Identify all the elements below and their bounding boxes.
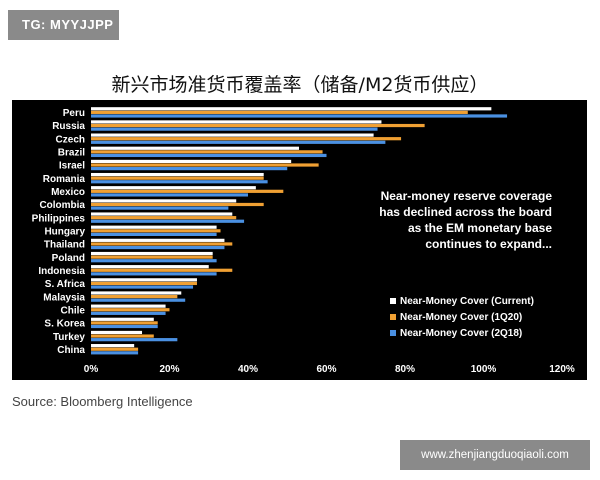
legend-swatch xyxy=(390,298,396,304)
annotation-line: has declined across the board xyxy=(379,205,552,219)
bar-current xyxy=(91,225,217,229)
bar-2q18 xyxy=(91,167,288,171)
bar-1q20 xyxy=(91,294,178,299)
bar-1q20 xyxy=(91,189,284,193)
x-tick-label: 120% xyxy=(549,364,575,375)
bar-2q18 xyxy=(91,219,245,223)
category-label: Mexico xyxy=(51,187,85,198)
bar-current xyxy=(91,291,182,295)
bar-current xyxy=(91,199,237,203)
bar-2q18 xyxy=(91,127,378,131)
bar-2q18 xyxy=(91,324,158,329)
bar-1q20 xyxy=(91,347,139,351)
bar-1q20 xyxy=(91,308,170,312)
x-tick-label: 60% xyxy=(316,364,336,375)
bar-2q18 xyxy=(91,351,139,355)
bar-current xyxy=(91,107,492,111)
category-label: Romania xyxy=(43,174,86,185)
bar-2q18 xyxy=(91,180,268,184)
bar-2q18 xyxy=(91,140,386,144)
bar-2q18 xyxy=(91,272,217,276)
bar-1q20 xyxy=(91,255,213,259)
legend-label: Near-Money Cover (Current) xyxy=(400,296,534,307)
annotation-line: as the EM monetary base xyxy=(408,221,552,235)
category-label: China xyxy=(57,345,85,356)
annotation-line: continues to expand... xyxy=(425,237,552,251)
bar-1q20 xyxy=(91,202,264,207)
bar-2q18 xyxy=(91,232,217,236)
bar-1q20 xyxy=(91,163,319,167)
bar-current xyxy=(91,212,233,216)
bar-1q20 xyxy=(91,334,154,338)
bar-1q20 xyxy=(91,242,233,246)
bar-2q18 xyxy=(91,338,178,342)
bar-1q20 xyxy=(91,110,468,114)
bar-current xyxy=(91,317,154,321)
bar-chart: Peru Russia Czech Brazil Israel Romania Mexico… xyxy=(32,107,575,375)
bar-2q18 xyxy=(91,245,225,250)
bar-current xyxy=(91,238,225,242)
bar-current xyxy=(91,133,374,137)
bar-2q18 xyxy=(91,311,166,315)
category-label: Brazil xyxy=(58,148,85,159)
bar-current xyxy=(91,172,264,177)
bar-1q20 xyxy=(91,281,197,286)
category-label: Poland xyxy=(52,253,85,264)
legend-label: Near-Money Cover (1Q20) xyxy=(400,312,522,323)
bar-current xyxy=(91,344,135,348)
legend-swatch xyxy=(390,314,396,320)
category-label: Indonesia xyxy=(38,266,85,277)
legend-label: Near-Money Cover (2Q18) xyxy=(400,328,522,339)
chart-title: 新兴市场准货币覆盖率（储备/M2货币供应） xyxy=(111,74,489,96)
x-tick-label: 0% xyxy=(84,364,99,375)
category-label: Chile xyxy=(61,305,86,316)
source-note: Source: Bloomberg Intelligence xyxy=(12,394,193,409)
bar-current xyxy=(91,120,382,124)
bar-current xyxy=(91,146,300,150)
category-label: Turkey xyxy=(53,332,85,343)
category-label: Colombia xyxy=(39,200,85,211)
bar-2q18 xyxy=(91,153,327,158)
category-label: Peru xyxy=(63,108,85,119)
bar-1q20 xyxy=(91,176,264,180)
category-label: Russia xyxy=(52,121,85,132)
category-label: S. Korea xyxy=(44,319,85,330)
category-label: Thailand xyxy=(44,240,85,251)
x-tick-label: 40% xyxy=(238,364,258,375)
category-label: Malaysia xyxy=(43,292,85,303)
annotation-line: Near-money reserve coverage xyxy=(381,189,553,203)
bar-current xyxy=(91,251,213,256)
bar-2q18 xyxy=(91,193,248,197)
bar-current xyxy=(91,304,166,308)
bar-1q20 xyxy=(91,321,158,325)
bar-2q18 xyxy=(91,298,186,302)
bar-current xyxy=(91,278,197,282)
category-label: Israel xyxy=(59,161,85,172)
bar-1q20 xyxy=(91,229,221,233)
bar-2q18 xyxy=(91,259,217,263)
bar-2q18 xyxy=(91,114,508,118)
bar-current xyxy=(91,159,292,164)
legend-swatch xyxy=(390,330,396,336)
x-tick-label: 80% xyxy=(395,364,415,375)
category-label: Czech xyxy=(56,134,85,145)
x-tick-label: 20% xyxy=(159,364,179,375)
category-label: Philippines xyxy=(32,213,86,224)
bar-current xyxy=(91,330,143,335)
bar-2q18 xyxy=(91,206,229,210)
x-tick-label: 100% xyxy=(471,364,497,375)
bar-current xyxy=(91,186,256,190)
category-label: Hungary xyxy=(44,227,85,238)
bar-current xyxy=(91,265,209,269)
bar-1q20 xyxy=(91,123,425,128)
bar-1q20 xyxy=(91,137,402,141)
category-label: S. Africa xyxy=(45,279,86,290)
bar-1q20 xyxy=(91,150,323,154)
bar-1q20 xyxy=(91,268,233,272)
site-url-badge[interactable]: www.zhenjiangduoqiaoli.com xyxy=(400,440,590,470)
chart-area: Peru Russia Czech Brazil Israel Romania Mexico… xyxy=(12,100,587,380)
bar-1q20 xyxy=(91,216,237,220)
bar-2q18 xyxy=(91,285,194,289)
tag-badge: TG: MYYJJPP xyxy=(8,10,119,40)
